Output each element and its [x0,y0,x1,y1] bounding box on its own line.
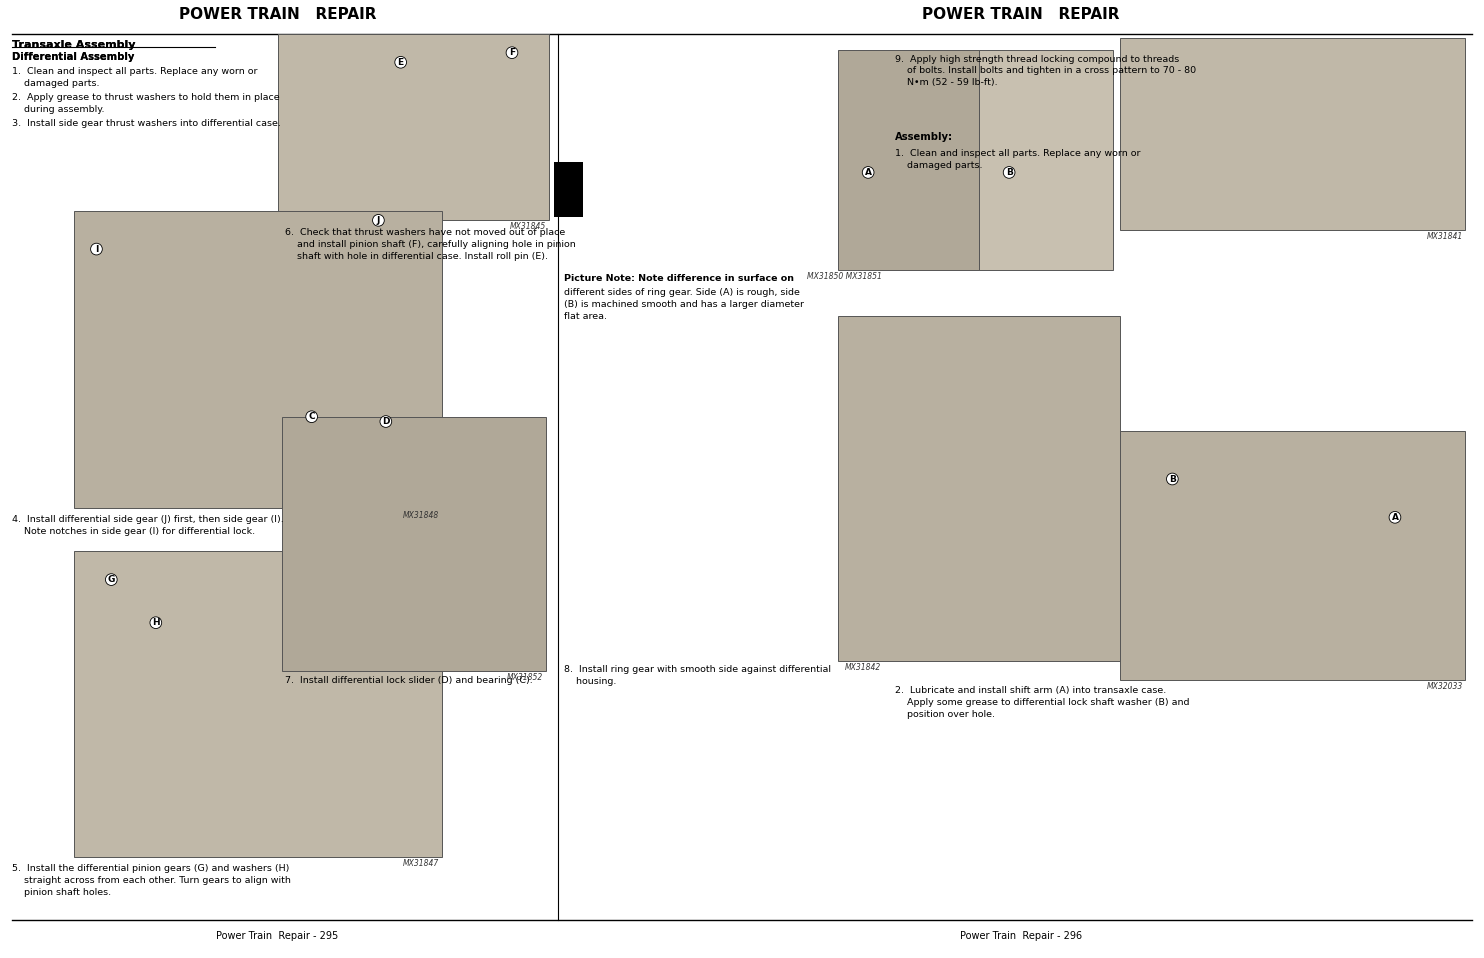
Text: 3.  Install side gear thrust washers into differential case.: 3. Install side gear thrust washers into… [12,119,280,127]
Text: MX31841: MX31841 [1428,232,1463,240]
Text: 1.  Clean and inspect all parts. Replace any worn or
    damaged parts.: 1. Clean and inspect all parts. Replace … [895,149,1140,171]
Bar [979,50,1113,270]
Text: A: A [1392,513,1398,522]
Text: POWER TRAIN   REPAIR: POWER TRAIN REPAIR [922,7,1120,22]
Bar [282,417,546,671]
Text: MX31842: MX31842 [846,663,881,672]
Text: MX31845: MX31845 [510,222,546,231]
Text: I: I [95,244,98,254]
Text: B: B [1006,168,1012,177]
Bar [278,34,549,220]
Text: 2.  Lubricate and install shift arm (A) into transaxle case.
    Apply some grea: 2. Lubricate and install shift arm (A) i… [895,686,1189,718]
Text: Power Train  Repair - 296: Power Train Repair - 296 [960,931,1082,941]
Bar [838,316,1120,661]
Text: 2.  Apply grease to thrust washers to hold them in place
    during assembly.: 2. Apply grease to thrust washers to hol… [12,93,279,114]
Text: Assembly:: Assembly: [895,132,953,142]
Text: B: B [1169,474,1175,484]
Text: F: F [509,48,515,57]
Text: H: H [151,618,160,627]
Text: 8.  Install ring gear with smooth side against differential
    housing.: 8. Install ring gear with smooth side ag… [564,665,831,686]
Text: MX31847: MX31847 [404,859,439,868]
Text: MX31848: MX31848 [404,511,439,519]
Text: 9.  Apply high strength thread locking compound to threads
    of bolts. Install: 9. Apply high strength thread locking co… [895,55,1196,87]
Text: E: E [398,57,404,67]
Text: D: D [381,417,390,426]
Text: 4.  Install differential side gear (J) first, then side gear (I).
    Note notch: 4. Install differential side gear (J) fi… [12,515,283,536]
Text: G: G [108,575,114,584]
Bar [74,211,442,508]
Text: Differential Assembly: Differential Assembly [12,52,134,61]
Bar [1120,38,1465,230]
Text: Transaxle Assembly: Transaxle Assembly [12,40,135,50]
Text: MX31850 MX31851: MX31850 MX31851 [807,272,881,281]
Bar [838,50,979,270]
Text: Power Train  Repair - 295: Power Train Repair - 295 [217,931,338,941]
Text: Transaxle Assembly: Transaxle Assembly [12,40,135,50]
Text: 6.  Check that thrust washers have not moved out of place
    and install pinion: 6. Check that thrust washers have not mo… [285,228,576,261]
Bar [74,551,442,857]
Text: C: C [309,412,315,422]
Text: MX31852: MX31852 [508,673,543,681]
Text: different sides of ring gear. Side (A) is rough, side
(B) is machined smooth and: different sides of ring gear. Side (A) i… [564,288,804,321]
Text: Differential Assembly: Differential Assembly [12,52,134,61]
Text: Picture Note: Note difference in surface on: Picture Note: Note difference in surface… [564,274,794,283]
Text: 1.  Clean and inspect all parts. Replace any worn or
    damaged parts.: 1. Clean and inspect all parts. Replace … [12,67,257,88]
Text: 7.  Install differential lock slider (D) and bearing (C).: 7. Install differential lock slider (D) … [285,676,533,685]
Bar [554,162,583,217]
Text: J: J [377,216,380,225]
Text: MX32033: MX32033 [1428,682,1463,691]
Text: 5.  Install the differential pinion gears (G) and washers (H)
    straight acros: 5. Install the differential pinion gears… [12,864,291,897]
Bar [1120,431,1465,680]
Text: POWER TRAIN   REPAIR: POWER TRAIN REPAIR [178,7,377,22]
Text: A: A [865,168,871,177]
